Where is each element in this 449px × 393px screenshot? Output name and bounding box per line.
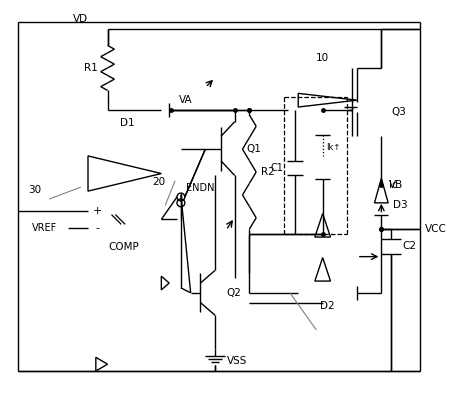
Text: VCC: VCC (425, 224, 447, 234)
Text: R1: R1 (84, 63, 98, 73)
Text: D3: D3 (393, 200, 408, 210)
Text: C2: C2 (403, 241, 417, 251)
Text: 30: 30 (28, 185, 41, 195)
Text: VSS: VSS (227, 356, 247, 366)
Text: VB: VB (389, 180, 403, 190)
Text: Q1: Q1 (247, 144, 261, 154)
Text: Ik↑: Ik↑ (326, 143, 341, 152)
Text: D2: D2 (320, 301, 335, 310)
Text: D1: D1 (120, 118, 134, 128)
Text: COMP: COMP (109, 242, 140, 252)
Text: Q3: Q3 (391, 107, 406, 117)
Text: ENDN: ENDN (186, 183, 214, 193)
Text: +: + (93, 206, 102, 216)
Text: VREF: VREF (31, 223, 57, 233)
Text: 20: 20 (152, 177, 165, 187)
Text: Q2: Q2 (227, 288, 242, 298)
Text: Ic: Ic (389, 180, 398, 190)
Text: R2: R2 (261, 167, 275, 176)
Text: VA: VA (179, 95, 193, 105)
Text: VD: VD (73, 14, 88, 24)
Text: -: - (96, 223, 100, 233)
Text: C1: C1 (271, 163, 284, 173)
Text: 10: 10 (316, 53, 329, 63)
